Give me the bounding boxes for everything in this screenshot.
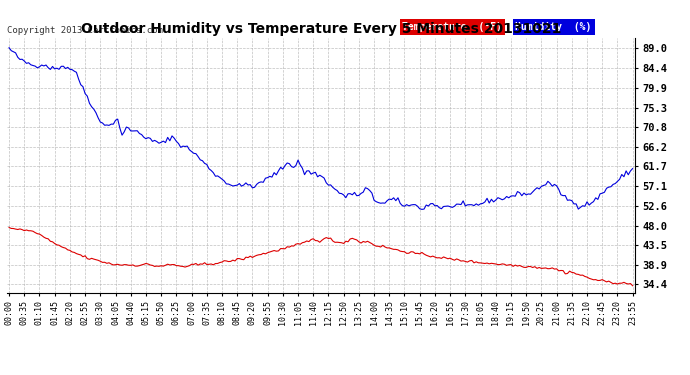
Text: Copyright 2013 Cartronics.com: Copyright 2013 Cartronics.com [7,26,163,35]
Title: Outdoor Humidity vs Temperature Every 5 Minutes 20131021: Outdoor Humidity vs Temperature Every 5 … [81,22,561,36]
Text: Humidity  (%): Humidity (%) [515,22,592,32]
Text: Temperature  (°F): Temperature (°F) [402,22,502,32]
